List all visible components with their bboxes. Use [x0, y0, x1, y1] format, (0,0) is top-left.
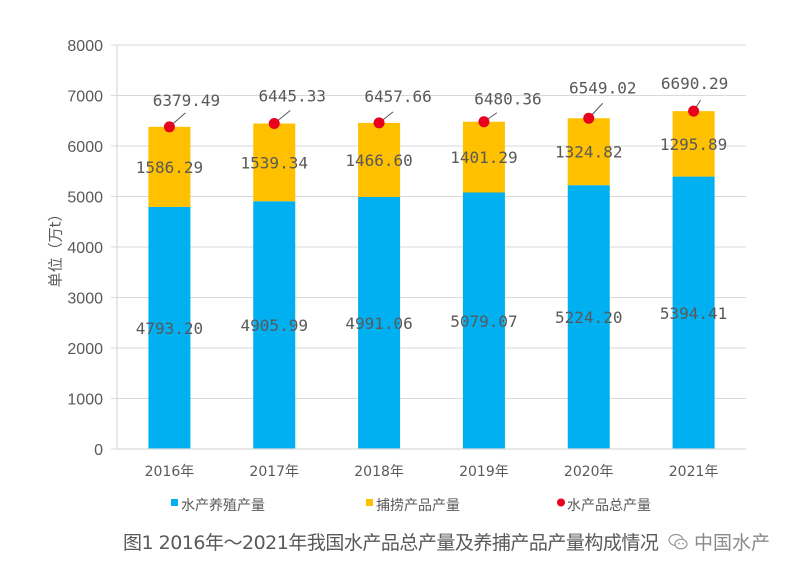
legend-marker-total [557, 498, 565, 507]
legend-label-capture: 捕捞产品产量 [376, 498, 460, 514]
data-label-capture: 1401.29 [450, 148, 517, 167]
y-axis-ticks: 0 1000 2000 3000 4000 5000 6000 7000 8000 [67, 38, 117, 459]
y-tick-label: 1000 [67, 392, 103, 409]
legend: 水产养殖产量 捕捞产品产量 水产品总产量 [171, 497, 651, 514]
legend-swatch-capture [366, 499, 373, 506]
total-point [583, 112, 595, 124]
y-tick-label: 0 [94, 442, 103, 459]
y-tick-label: 4000 [67, 240, 103, 257]
data-labels: 4793.20 1586.29 4905.99 1539.34 4991.06 1466.… [136, 74, 729, 338]
data-label-capture: 1466.60 [345, 151, 412, 170]
y-tick-label: 2000 [67, 341, 103, 358]
x-tick-label: 2021年 [669, 464, 719, 480]
stacked-bar-chart: 0 1000 2000 3000 4000 5000 6000 7000 8000 4793.2… [47, 38, 746, 514]
total-point [688, 105, 700, 117]
bar-aquaculture [358, 196, 401, 449]
data-label-aquaculture: 4793.20 [136, 319, 203, 338]
figure-caption: 图1 2016年～2021年我国水产品总产量及养捕产品产量构成情况 [123, 532, 659, 554]
data-label-capture: 1295.89 [660, 135, 727, 154]
bar-capture [672, 111, 715, 177]
total-point [163, 121, 175, 133]
data-label-capture: 1539.34 [241, 153, 308, 172]
data-label-total: 6690.29 [661, 74, 728, 93]
gridlines [117, 44, 746, 399]
bar-aquaculture [672, 176, 715, 450]
legend-label-total: 水产品总产量 [567, 498, 651, 514]
y-tick-label: 5000 [67, 190, 103, 207]
bar-aquaculture [253, 201, 296, 449]
y-axis-label: 单位（万t） [47, 207, 65, 288]
bar-aquaculture [148, 206, 191, 449]
x-tick-label: 2016年 [145, 464, 195, 480]
bar-capture [148, 126, 191, 207]
bar-aquaculture [462, 192, 505, 449]
data-label-aquaculture: 5079.07 [450, 312, 517, 331]
bar-capture [567, 118, 610, 186]
data-label-aquaculture: 5224.20 [555, 308, 622, 327]
y-tick-label: 8000 [67, 38, 103, 55]
bar-capture [358, 122, 401, 197]
total-point [478, 116, 490, 128]
data-label-total: 6549.02 [569, 78, 636, 97]
wechat-icon [668, 533, 688, 551]
bars [148, 111, 715, 450]
y-tick-label: 7000 [67, 89, 103, 106]
watermark-text: 中国水产 [694, 532, 771, 554]
axes [116, 45, 746, 450]
x-tick-label: 2017年 [249, 464, 299, 480]
data-label-aquaculture: 4905.99 [241, 316, 308, 335]
watermark: 中国水产 [668, 528, 771, 555]
bar-capture [253, 123, 296, 202]
data-label-aquaculture: 4991.06 [345, 314, 412, 333]
y-tick-label: 3000 [67, 291, 103, 308]
legend-swatch-aquaculture [171, 499, 178, 506]
bar-capture [462, 121, 505, 193]
bar-aquaculture [567, 185, 610, 449]
data-label-total: 6445.33 [259, 87, 326, 106]
data-label-total: 6379.49 [153, 91, 220, 110]
leader-lines [169, 99, 702, 128]
data-label-total: 6480.36 [474, 90, 541, 109]
total-point [373, 117, 385, 129]
x-tick-label: 2018年 [354, 464, 404, 480]
x-tick-label: 2019年 [459, 464, 509, 480]
y-tick-label: 6000 [67, 139, 103, 156]
total-points [163, 105, 700, 133]
data-label-total: 6457.66 [364, 87, 431, 106]
x-tick-label: 2020年 [564, 464, 614, 480]
total-point [268, 118, 280, 130]
data-label-capture: 1586.29 [136, 158, 203, 177]
x-axis-labels: 2016年 2017年 2018年 2019年 2020年 2021年 [145, 464, 719, 480]
data-label-capture: 1324.82 [555, 143, 622, 162]
data-label-aquaculture: 5394.41 [660, 304, 727, 323]
legend-label-aquaculture: 水产养殖产量 [181, 497, 265, 514]
